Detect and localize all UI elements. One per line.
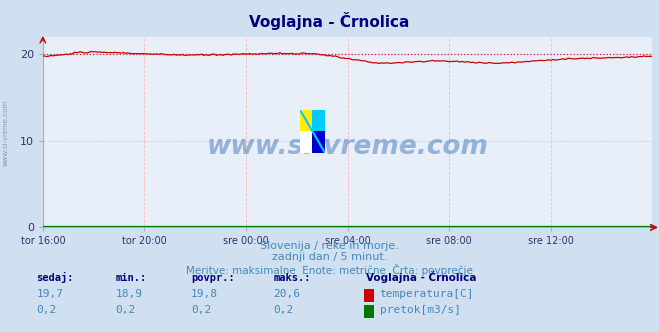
Text: temperatura[C]: temperatura[C] bbox=[380, 289, 474, 299]
Bar bbox=[300, 110, 312, 131]
Text: zadnji dan / 5 minut.: zadnji dan / 5 minut. bbox=[272, 252, 387, 262]
Text: www.si-vreme.com: www.si-vreme.com bbox=[207, 134, 488, 160]
Text: Voglajna - Črnolica: Voglajna - Črnolica bbox=[366, 271, 476, 283]
Text: sedaj:: sedaj: bbox=[36, 272, 74, 283]
Text: 19,7: 19,7 bbox=[36, 289, 63, 299]
Text: 0,2: 0,2 bbox=[36, 305, 57, 315]
Text: 20,6: 20,6 bbox=[273, 289, 301, 299]
Text: 18,9: 18,9 bbox=[115, 289, 142, 299]
Text: min.:: min.: bbox=[115, 273, 146, 283]
Text: 0,2: 0,2 bbox=[273, 305, 294, 315]
Text: povpr.:: povpr.: bbox=[191, 273, 235, 283]
Text: Slovenija / reke in morje.: Slovenija / reke in morje. bbox=[260, 241, 399, 251]
Text: maks.:: maks.: bbox=[273, 273, 311, 283]
Text: Voglajna - Črnolica: Voglajna - Črnolica bbox=[249, 12, 410, 30]
Text: 0,2: 0,2 bbox=[115, 305, 136, 315]
Text: 19,8: 19,8 bbox=[191, 289, 218, 299]
Text: 0,2: 0,2 bbox=[191, 305, 212, 315]
Bar bbox=[312, 110, 325, 131]
Text: pretok[m3/s]: pretok[m3/s] bbox=[380, 305, 461, 315]
Bar bbox=[312, 131, 325, 153]
Text: Meritve: maksimalne  Enote: metrične  Črta: povprečje: Meritve: maksimalne Enote: metrične Črta… bbox=[186, 264, 473, 276]
Text: www.si-vreme.com: www.si-vreme.com bbox=[2, 100, 9, 166]
